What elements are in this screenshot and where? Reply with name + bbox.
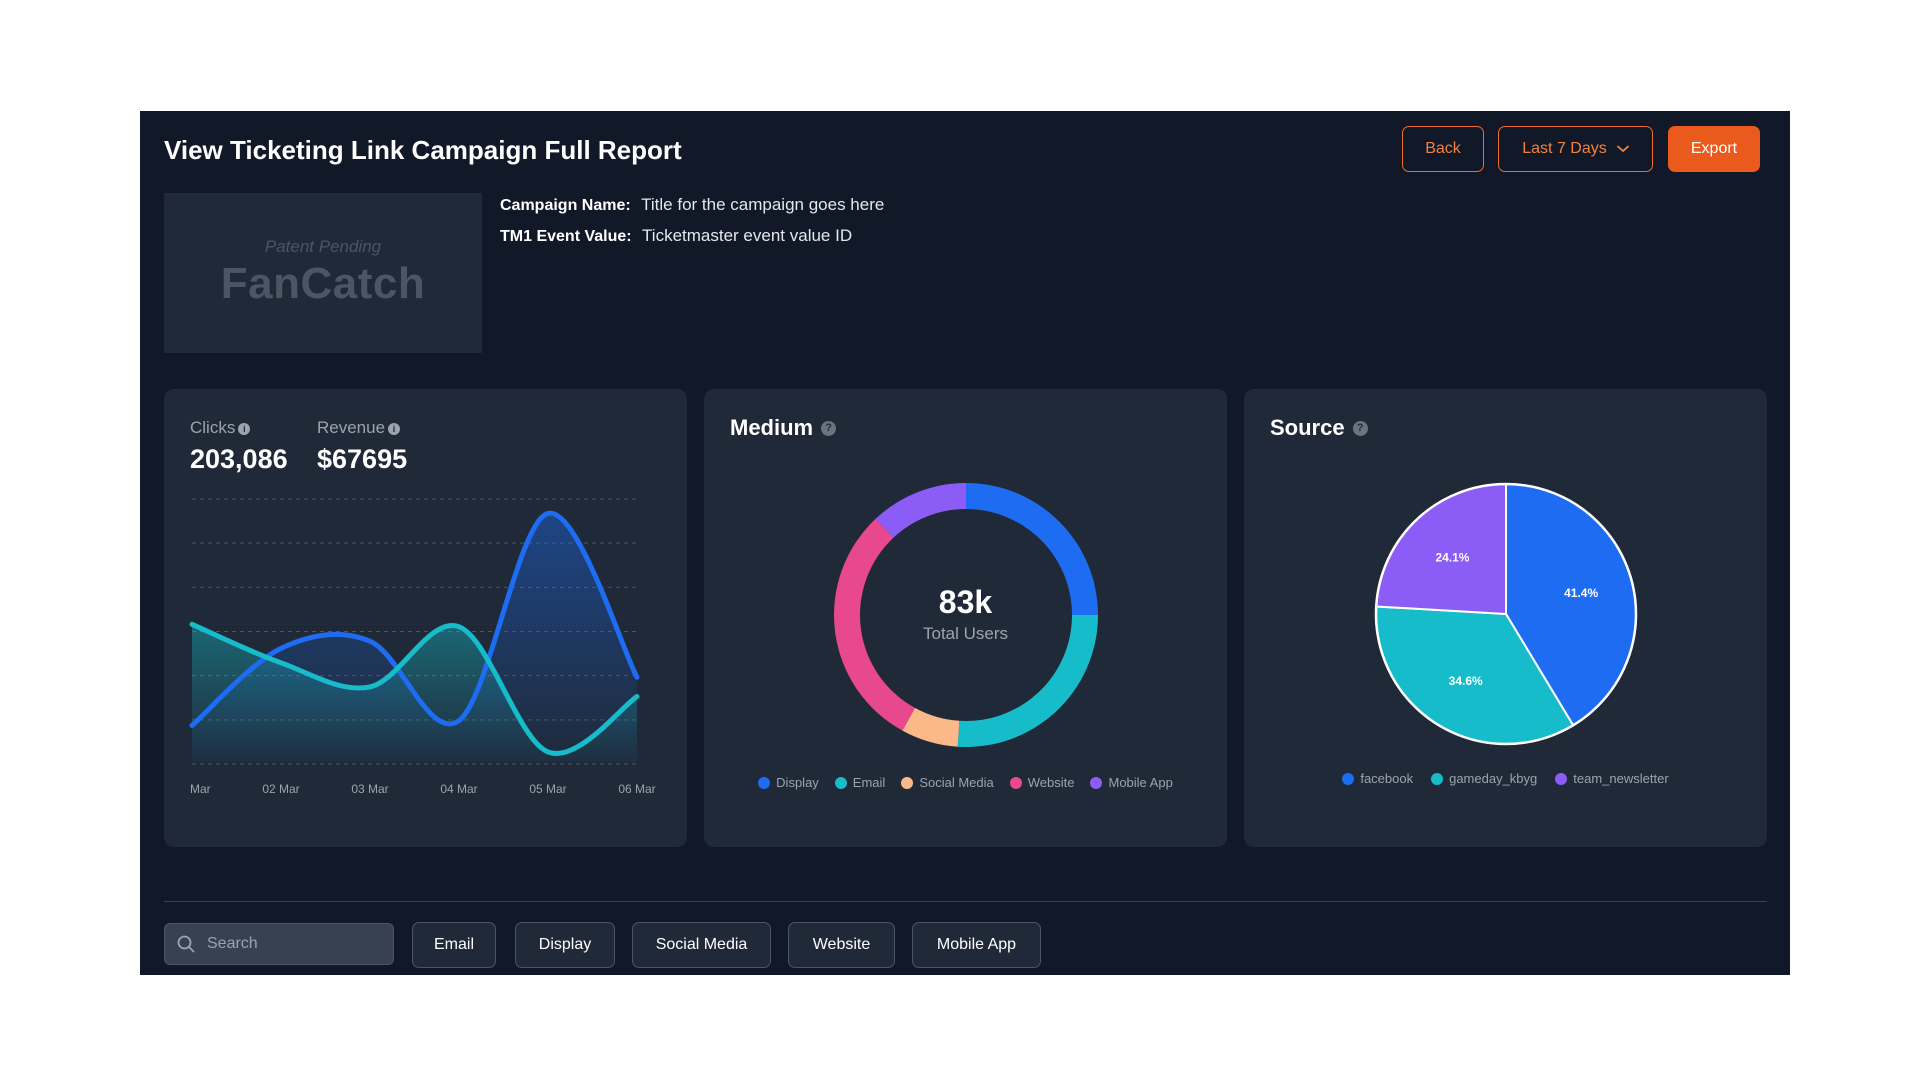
legend-dot	[1009, 776, 1022, 789]
search-box[interactable]	[164, 923, 394, 965]
legend-dot	[834, 776, 847, 789]
legend-label: Social Media	[919, 775, 994, 790]
event-value-label: TM1 Event Value:	[500, 228, 632, 245]
clicks-value: 203,086	[190, 444, 288, 474]
campaign-name-value: Title for the campaign goes here	[641, 195, 885, 214]
search-icon	[177, 935, 195, 953]
filter-mobile-app-button[interactable]: Mobile App	[912, 922, 1041, 968]
logo-tagline: Patent Pending	[264, 237, 382, 256]
event-value-value: Ticketmaster event value ID	[642, 226, 853, 245]
donut-slice-display	[966, 483, 1098, 615]
series-line-1	[189, 510, 640, 728]
legend-label: Mobile App	[1108, 775, 1173, 790]
pie-value-label: 34.6%	[1449, 674, 1483, 688]
legend-label: Display	[776, 775, 819, 790]
x-tick-label: Mar	[190, 782, 211, 796]
legend-dot	[1431, 772, 1444, 785]
legend-dot	[1555, 772, 1568, 785]
clicks-label: Clicks	[190, 418, 236, 437]
filter-email-button[interactable]: Email	[412, 922, 496, 968]
donut-slice-social-media	[902, 707, 960, 747]
source-pie-chart: 41.4% 34.6% 24.1%	[1374, 482, 1638, 746]
donut-slice-email	[957, 615, 1098, 747]
filter-display-button[interactable]: Display	[515, 922, 615, 968]
info-icon[interactable]: i	[238, 423, 251, 435]
search-input[interactable]	[207, 935, 377, 953]
x-tick-label: 04 Mar	[440, 782, 477, 796]
chevron-down-icon	[1616, 145, 1629, 153]
source-title: Source	[1270, 415, 1345, 440]
legend-item[interactable]: Mobile App	[1090, 775, 1173, 790]
help-icon[interactable]: ?	[821, 420, 837, 436]
x-tick-label: 06 Mar	[618, 782, 655, 796]
x-tick-label: 05 Mar	[529, 782, 566, 796]
campaign-logo: Patent Pending FanCatch	[164, 193, 482, 353]
pie-value-label: 41.4%	[1564, 586, 1598, 600]
pie-outline	[1374, 482, 1638, 746]
source-card: Source ? 41.4% 34.6% 24.1% facebook gameday…	[1244, 389, 1767, 847]
total-users-value: 83k	[938, 584, 993, 620]
event-value-row: TM1 Event Value: Ticketmaster event valu…	[500, 226, 852, 246]
legend-item[interactable]: team_newsletter	[1555, 771, 1669, 786]
legend-dot	[901, 776, 914, 789]
clicks-revenue-line-chart: Mar 02 Mar 03 Mar 04 Mar 05 Mar 06 Mar	[189, 498, 656, 796]
medium-legend: Display Email Social Media Website Mobile Ap…	[704, 775, 1227, 790]
legend-label: Email	[852, 775, 886, 790]
campaign-name-row: Campaign Name: Title for the campaign go…	[500, 195, 884, 215]
pie-value-label: 24.1%	[1435, 550, 1469, 564]
series-line-2	[189, 621, 640, 756]
clicks-revenue-card: Clicks i 203,086 Revenue i $67695 Mar 02 Ma…	[164, 389, 687, 847]
report-page: View Ticketing Link Campaign Full Report…	[140, 111, 1790, 975]
filter-social-media-button[interactable]: Social Media	[632, 922, 771, 968]
page-title: View Ticketing Link Campaign Full Report	[164, 135, 682, 165]
date-range-label: Last 7 Days	[1522, 140, 1607, 157]
filter-website-button[interactable]: Website	[788, 922, 895, 968]
divider	[164, 901, 1767, 902]
medium-donut-chart	[834, 483, 1098, 747]
legend-dot	[1342, 772, 1355, 785]
legend-label: team_newsletter	[1573, 771, 1669, 786]
export-button[interactable]: Export	[1668, 126, 1760, 172]
medium-title: Medium	[730, 415, 814, 440]
donut-slice-mobile-app	[875, 483, 966, 538]
x-tick-label: 02 Mar	[262, 782, 299, 796]
legend-item[interactable]: gameday_kbyg	[1431, 771, 1537, 786]
info-icon[interactable]: i	[388, 423, 401, 435]
legend-item[interactable]: Email	[834, 775, 886, 790]
x-tick-label: 03 Mar	[351, 782, 388, 796]
legend-item[interactable]: Social Media	[901, 775, 994, 790]
clicks-stat: Clicks i 203,086	[190, 418, 288, 475]
medium-card: Medium ? 83k Total Users Display Email Soc…	[704, 389, 1227, 847]
revenue-label: Revenue	[317, 418, 386, 437]
help-icon[interactable]: ?	[1352, 420, 1368, 436]
legend-item[interactable]: Website	[1009, 775, 1075, 790]
campaign-name-label: Campaign Name:	[500, 197, 631, 214]
legend-dot	[1090, 776, 1103, 789]
legend-item[interactable]: facebook	[1342, 771, 1413, 786]
logo-wordmark: FanCatch	[220, 259, 426, 308]
source-legend: facebook gameday_kbyg team_newsletter	[1244, 771, 1767, 786]
back-button[interactable]: Back	[1402, 126, 1484, 172]
date-range-dropdown[interactable]: Last 7 Days	[1498, 126, 1653, 172]
pie-slice-team_newsletter	[1375, 483, 1507, 615]
revenue-stat: Revenue i $67695	[317, 418, 407, 475]
legend-item[interactable]: Display	[758, 775, 819, 790]
donut-slice-website	[834, 518, 915, 731]
total-users-label: Total Users	[922, 624, 1009, 643]
legend-label: gameday_kbyg	[1449, 771, 1538, 786]
legend-dot	[758, 776, 771, 789]
legend-label: Website	[1027, 775, 1075, 790]
revenue-value: $67695	[317, 444, 408, 474]
legend-label: facebook	[1360, 771, 1414, 786]
